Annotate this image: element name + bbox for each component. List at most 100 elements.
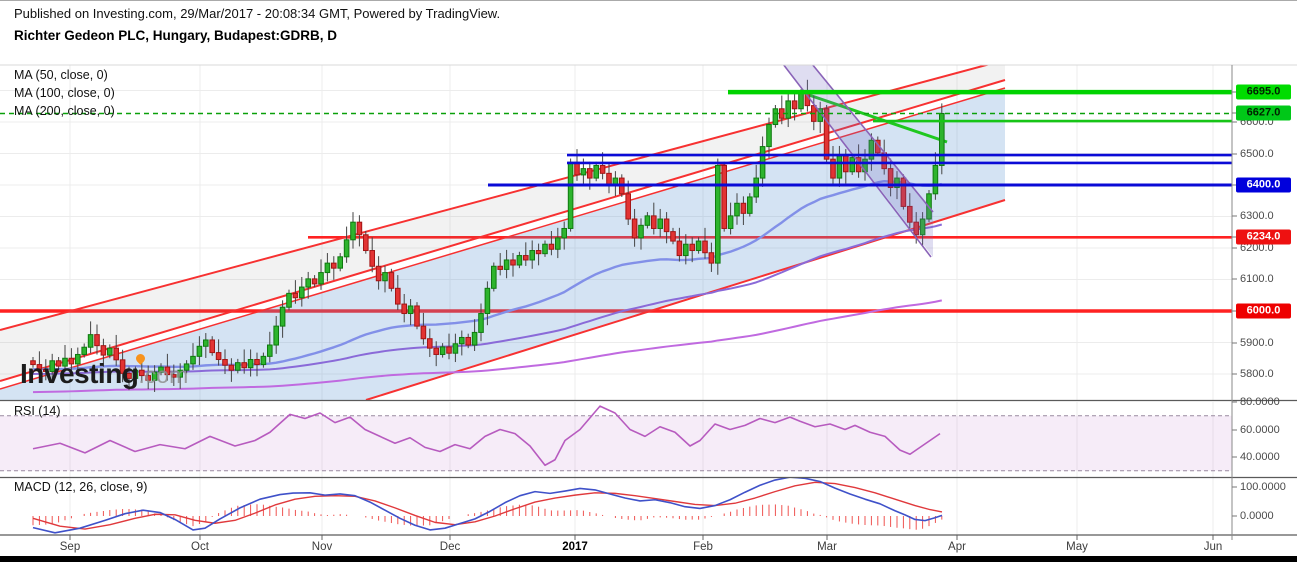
- candle-body: [631, 218, 638, 239]
- main-price-panel[interactable]: [0, 60, 1232, 400]
- candle-body: [651, 215, 657, 229]
- candle-body: [599, 164, 606, 174]
- candle-body: [215, 352, 222, 361]
- candle-body: [491, 265, 497, 289]
- price-axis[interactable]: 6600.0 6500.0 6300.0 6200.0 6100.0 5900.0 5800…: [1232, 0, 1297, 562]
- candle-body: [715, 164, 721, 264]
- ma200-line[interactable]: [32, 299, 943, 394]
- candle-body: [683, 243, 689, 257]
- candle-body: [49, 360, 56, 372]
- candle-body: [446, 346, 452, 354]
- candle-body: [145, 375, 151, 381]
- macd-panel-label[interactable]: MACD (12, 26, close, 9): [14, 480, 148, 494]
- candle-body: [542, 243, 548, 255]
- watermark-text: Investing: [20, 358, 139, 389]
- candle-body: [497, 265, 503, 270]
- candle-body: [94, 334, 100, 347]
- ma200-legend-label[interactable]: MA (200, close, 0): [14, 104, 115, 118]
- price-scale-label: 40.0000: [1240, 451, 1280, 463]
- candle-body: [222, 359, 228, 366]
- flag-boundary-line[interactable]: [782, 64, 932, 258]
- rsi-panel-label[interactable]: RSI (14): [14, 404, 61, 418]
- candle-body: [798, 92, 804, 110]
- candle-body: [708, 252, 715, 264]
- candle-body: [151, 371, 158, 381]
- candle-body: [369, 250, 375, 267]
- candle-body: [55, 360, 62, 367]
- candle-body: [139, 369, 145, 377]
- candle-body: [286, 292, 292, 308]
- price-level-badge: 6234.0: [1236, 229, 1291, 245]
- ma100-line[interactable]: [32, 223, 943, 375]
- candle-body: [292, 292, 299, 299]
- window-top-border: [0, 0, 1297, 1]
- candle-body: [695, 240, 702, 252]
- candle-body: [932, 164, 939, 195]
- candle-body: [196, 345, 203, 357]
- ma100-legend-label[interactable]: MA (100, close, 0): [14, 86, 115, 100]
- candle-body: [849, 157, 856, 173]
- month-label: Jun: [1203, 541, 1223, 553]
- rsi-line[interactable]: [32, 405, 941, 467]
- price-scale-label: 6500.0: [1240, 148, 1274, 160]
- month-label: Dec: [439, 541, 461, 553]
- candle-body: [459, 336, 465, 345]
- candle-body: [190, 355, 196, 365]
- trendline[interactable]: [805, 92, 948, 144]
- month-label: Feb: [693, 541, 713, 553]
- candle-body: [657, 218, 664, 229]
- candle-body: [356, 221, 363, 236]
- candle-body: [535, 250, 542, 255]
- candle-body: [177, 369, 183, 378]
- trendline[interactable]: [0, 79, 1006, 382]
- month-label: Apr: [948, 541, 966, 553]
- candle-body: [132, 369, 139, 379]
- macd-panel[interactable]: [32, 477, 943, 534]
- price-scale-label: 0.0000: [1240, 510, 1274, 522]
- candle-body: [580, 168, 587, 176]
- published-line: Published on Investing.com, 29/Mar/2017 …: [14, 6, 501, 21]
- flag-boundary-line[interactable]: [811, 64, 934, 213]
- rsi-panel[interactable]: [0, 405, 1232, 472]
- candle-body: [471, 331, 478, 346]
- candle-body: [183, 363, 190, 371]
- candle-body: [567, 161, 574, 229]
- price-level-badge: 6627.0: [1236, 105, 1291, 121]
- candle-body: [772, 108, 779, 126]
- candle-body: [113, 347, 120, 361]
- candle-body: [913, 221, 920, 236]
- month-label: May: [1066, 541, 1088, 553]
- candle-body: [119, 359, 126, 374]
- candle-body: [247, 359, 254, 369]
- trendline[interactable]: [0, 87, 1006, 390]
- candle-body: [420, 325, 427, 340]
- candle-body: [785, 100, 792, 119]
- macd-line[interactable]: [32, 477, 943, 534]
- candle-body: [721, 164, 728, 229]
- price-level-badge: 6400.0: [1236, 177, 1291, 193]
- investing-watermark: Investing.com: [20, 352, 188, 390]
- macd-signal-line[interactable]: [32, 481, 943, 530]
- candle-body: [836, 155, 843, 179]
- candle-body: [363, 234, 369, 252]
- candle-body: [727, 215, 734, 229]
- candle-body: [260, 355, 267, 366]
- candle-body: [702, 240, 708, 254]
- candle-body: [689, 243, 696, 252]
- candle-body: [241, 362, 247, 369]
- ma50-legend-label[interactable]: MA (50, close, 0): [14, 68, 108, 82]
- candle-body: [382, 272, 388, 282]
- candle-body: [318, 272, 324, 285]
- candle-body: [670, 231, 676, 242]
- price-level-badge: 6695.0: [1236, 84, 1291, 100]
- ma-legend: MA (50, close, 0) MA (100, close, 0) MA …: [14, 66, 115, 120]
- price-scale-label: 5900.0: [1240, 337, 1274, 349]
- candle-body: [587, 168, 593, 179]
- candle-body: [228, 364, 235, 371]
- price-scale-label: 100.0000: [1240, 481, 1286, 493]
- candle-body: [164, 366, 171, 376]
- candle-body: [343, 239, 350, 258]
- macd-histogram: [32, 504, 943, 530]
- candle-body: [939, 112, 945, 166]
